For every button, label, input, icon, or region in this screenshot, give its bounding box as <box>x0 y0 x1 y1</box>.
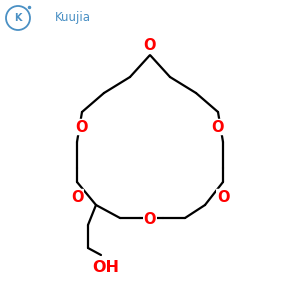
Text: O: O <box>144 38 156 53</box>
Text: O: O <box>217 190 229 205</box>
Text: OH: OH <box>92 260 119 274</box>
Text: K: K <box>14 13 22 23</box>
Text: Kuujia: Kuujia <box>55 11 91 25</box>
Text: O: O <box>76 119 88 134</box>
Text: O: O <box>71 190 83 205</box>
Text: O: O <box>212 119 224 134</box>
Text: O: O <box>144 212 156 227</box>
